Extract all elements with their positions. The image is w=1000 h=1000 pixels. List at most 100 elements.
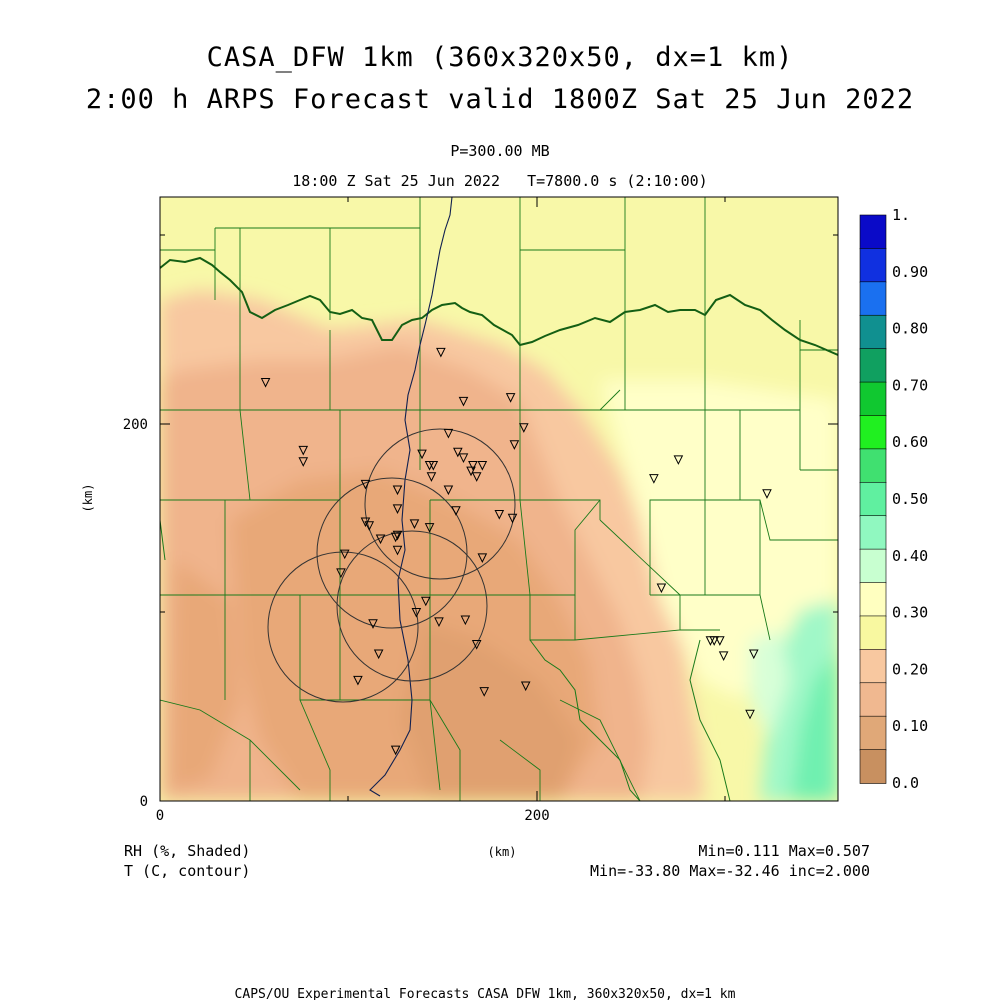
y-axis-unit: (km): [81, 484, 95, 513]
station-marker: [392, 485, 403, 496]
plot-title-line2: 2:00 h ARPS Forecast valid 1800Z Sat 25 …: [85, 84, 915, 115]
station-marker: [436, 347, 446, 358]
trinity-river-line: [369, 197, 453, 797]
shaded-field-label: RH (%, Shaded): [124, 842, 250, 860]
station-marker: [656, 583, 667, 594]
station-marker: [477, 460, 488, 471]
colorbar-swatch: [859, 749, 887, 784]
station-marker: [364, 521, 375, 531]
station-marker: [673, 455, 684, 465]
station-marker: [451, 506, 461, 516]
station-marker: [368, 619, 378, 629]
radar-ring-4: [267, 551, 419, 703]
station-marker: [392, 504, 403, 514]
station-marker: [458, 396, 469, 407]
station-marker: [479, 687, 490, 697]
colorbar-swatch: [859, 214, 887, 250]
station-marker: [411, 608, 422, 618]
station-marker: [428, 460, 439, 471]
station-marker: [443, 428, 454, 439]
colorbar-swatch: [859, 715, 887, 751]
station-marker: [718, 651, 729, 661]
colorbar-label: 0.60: [892, 433, 928, 451]
station-marker: [339, 549, 350, 560]
footer-credit: CAPS/OU Experimental Forecasts CASA DFW …: [235, 987, 736, 1000]
station-marker: [392, 545, 403, 556]
station-marker: [390, 745, 401, 756]
colorbar-swatch: [859, 649, 887, 684]
colorbar-label: 0.0: [892, 774, 919, 792]
station-marker: [715, 636, 725, 646]
contour-field-label: T (C, contour): [124, 862, 250, 880]
rh-colorbar: [859, 214, 887, 784]
colorbar-swatch: [859, 348, 887, 383]
colorbar-swatch: [859, 415, 887, 450]
radar-ring-2: [316, 477, 468, 629]
colorbar-swatch: [859, 448, 887, 484]
colorbar-swatch: [859, 515, 887, 550]
station-marker: [518, 423, 529, 433]
station-marker: [471, 472, 482, 482]
colorbar-swatch: [859, 314, 887, 350]
x-axis-unit: (km): [488, 845, 517, 859]
station-marker: [298, 457, 309, 467]
station-marker: [409, 519, 420, 530]
y-tick-200: 200: [123, 417, 148, 433]
x-tick-0: 0: [156, 808, 164, 824]
station-marker: [375, 534, 386, 545]
radar-ring-3: [336, 530, 488, 682]
station-marker: [748, 649, 759, 660]
station-marker: [709, 636, 719, 646]
y-tick-0: 0: [140, 794, 148, 810]
colorbar-swatch: [859, 481, 887, 517]
colorbar-label: 0.40: [892, 547, 928, 565]
station-marker: [453, 447, 463, 458]
colorbar-label: 0.90: [892, 263, 928, 281]
station-marker: [458, 453, 469, 464]
station-marker: [373, 649, 384, 660]
station-marker: [390, 532, 401, 543]
colorbar-label: 1.: [892, 206, 910, 224]
colorbar-swatch: [859, 582, 887, 617]
station-marker: [360, 479, 371, 490]
station-marker: [477, 553, 488, 563]
colorbar-label: 0.80: [892, 320, 928, 338]
station-marker: [505, 393, 516, 403]
station-markers: [260, 347, 772, 756]
rh-shaded-field: [160, 197, 838, 801]
plot-frame: [159, 196, 839, 802]
station-marker: [392, 530, 403, 541]
station-marker: [762, 489, 772, 499]
axis-ticks: [160, 197, 838, 801]
station-marker: [509, 440, 520, 450]
station-marker: [507, 513, 518, 524]
station-marker: [443, 485, 454, 496]
station-marker: [420, 596, 431, 607]
station-marker: [468, 460, 478, 471]
colorbar-labels: 1. 0.90 0.80 0.70 0.60 0.50 0.40 0.30 0.20 0.10 0.…: [892, 206, 928, 792]
station-marker: [649, 474, 659, 484]
station-marker: [260, 378, 271, 388]
valid-time-label: 18:00 Z Sat 25 Jun 2022 T=7800.0 s (2:10…: [292, 172, 708, 190]
river-line: [160, 519, 731, 801]
station-marker: [424, 523, 435, 533]
pressure-level-label: P=300.00 MB: [450, 142, 550, 160]
x-tick-200: 200: [524, 808, 549, 824]
station-marker: [353, 675, 363, 686]
station-marker: [336, 568, 346, 579]
station-marker: [745, 709, 755, 720]
state-boundary-red-river: [160, 256, 838, 356]
colorbar-swatch: [859, 682, 887, 717]
colorbar-label: 0.50: [892, 490, 928, 508]
colorbar-label: 0.30: [892, 604, 928, 622]
station-marker: [426, 472, 437, 482]
station-marker: [471, 640, 482, 650]
station-marker: [520, 681, 531, 692]
radar-ring-1: [364, 428, 516, 580]
colorbar-swatch: [859, 548, 887, 584]
rh-min-max: Min=0.111 Max=0.507: [698, 842, 870, 860]
radar-range-rings: [267, 428, 516, 703]
station-marker: [417, 449, 427, 460]
station-marker: [298, 445, 309, 456]
